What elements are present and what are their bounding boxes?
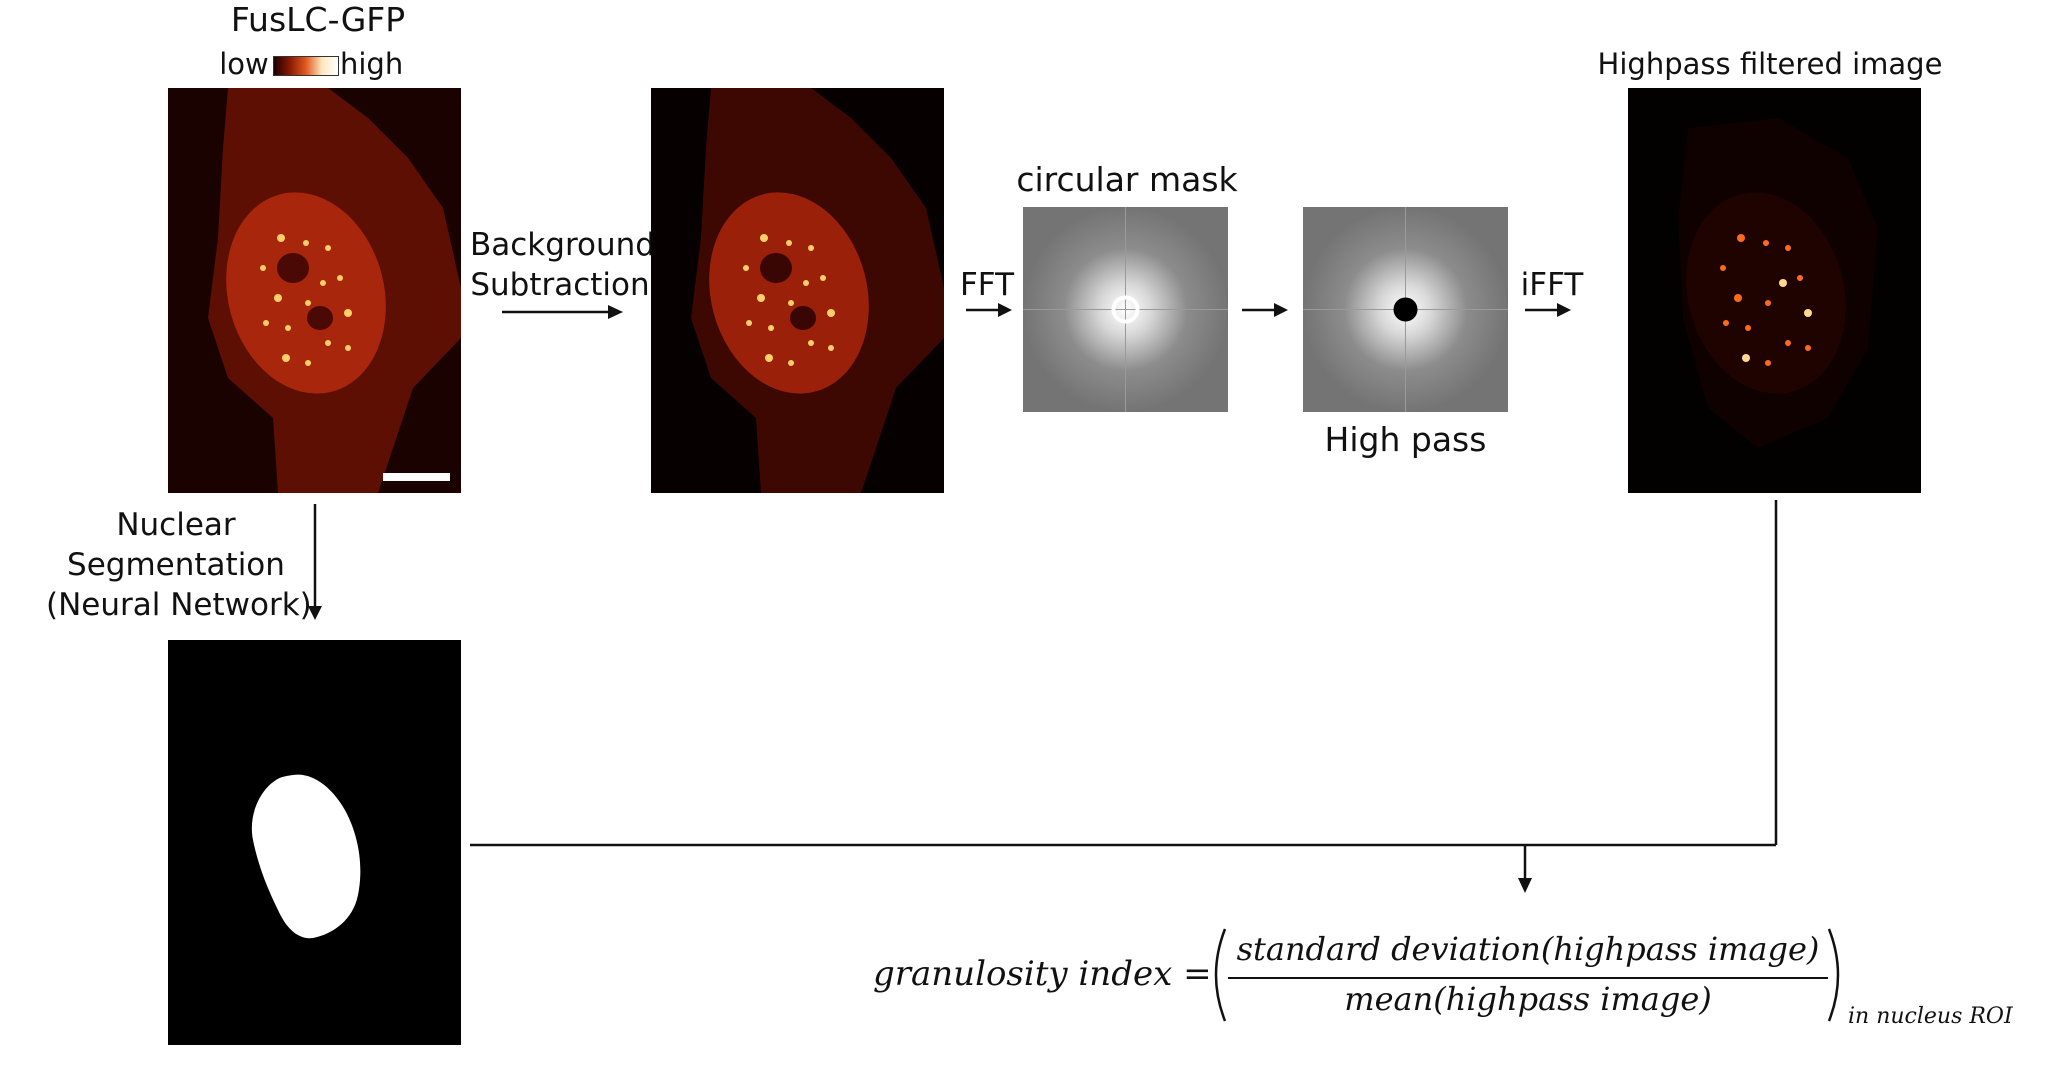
high-pass-label: High pass [1324, 420, 1487, 459]
colorbar-low-label: low [219, 47, 269, 81]
background-subtracted-panel [651, 88, 944, 493]
high-pass-panel [1303, 207, 1508, 412]
foci [260, 234, 352, 366]
colorbar [273, 56, 339, 76]
arrow-apply-mask [1242, 303, 1288, 317]
formula-numerator: standard deviation(highpass image) [1236, 930, 1820, 968]
scale-bar [383, 473, 450, 481]
formula-fraction-bar [1228, 977, 1828, 979]
segmentation-mask-panel [168, 640, 461, 1045]
formula-paren-left [1214, 928, 1227, 1022]
formula-subscript: in nucleus ROI [1848, 1004, 2013, 1029]
nuclear-segmentation-label-1: Nuclear [116, 507, 236, 543]
colorbar-high-label: high [340, 47, 404, 81]
formula-denominator: mean(highpass image) [1344, 980, 1712, 1018]
nucleus-region [226, 192, 386, 394]
circular-mask-label: circular mask [1016, 160, 1238, 199]
arrow-ifft [1525, 303, 1571, 317]
background-subtraction-label-1: Background [470, 227, 655, 263]
figure-title: FusLC-GFP [230, 0, 406, 39]
highpass-filtered-panel [1628, 88, 1921, 493]
arrow-nuclear-segmentation [308, 504, 322, 620]
nuclear-segmentation-label-3: (Neural Network) [46, 587, 312, 623]
fft-label: FFT [959, 267, 1015, 303]
highpass-filtered-label: Highpass filtered image [1597, 47, 1943, 81]
ifft-label: iFFT [1520, 267, 1584, 303]
arrow-background-subtraction [502, 305, 623, 319]
fft-spectrum-panel [1023, 207, 1228, 412]
background-subtraction-label-2: Subtraction [470, 267, 650, 303]
nuclear-segmentation-label-2: Segmentation [67, 547, 285, 583]
high-pass-block [1393, 297, 1418, 322]
circular-mask-ring [1111, 295, 1140, 324]
nucleus-mask [251, 774, 361, 939]
formula-lhs: granulosity index = [873, 954, 1212, 994]
raw-image-panel [168, 88, 461, 493]
formula-paren-right [1827, 928, 1840, 1022]
arrow-fft [966, 303, 1012, 317]
